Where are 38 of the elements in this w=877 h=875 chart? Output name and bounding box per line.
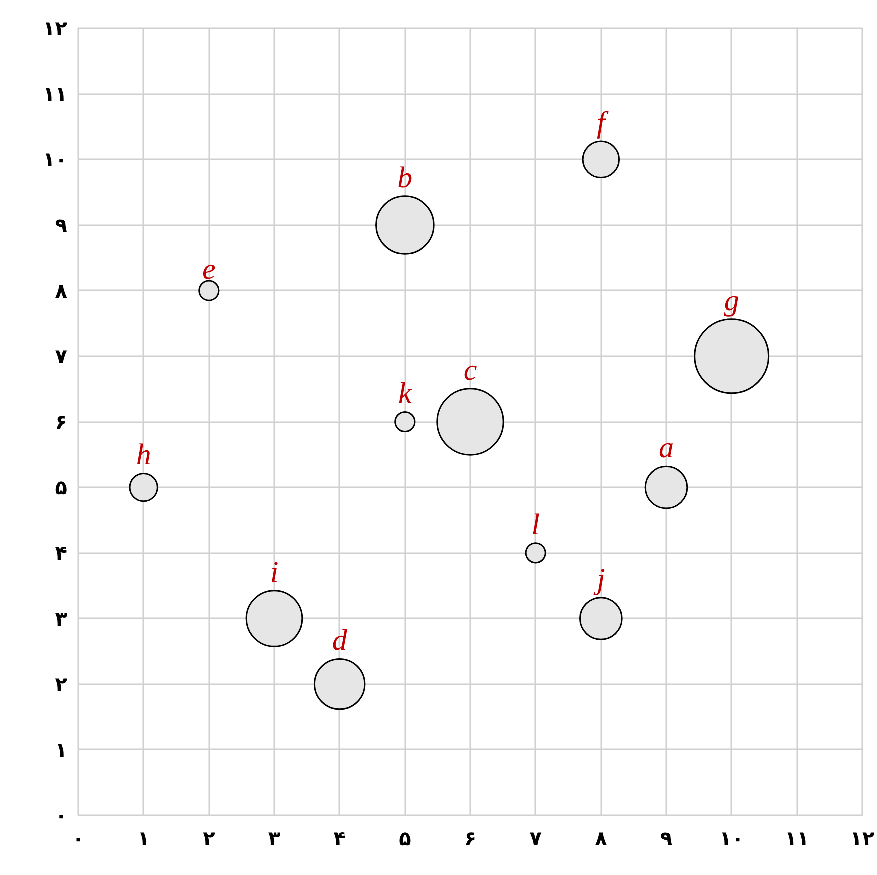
x-tick-label: ۰	[72, 826, 85, 850]
y-tick-label: ۱۱	[43, 82, 68, 106]
x-tick-label: ۹	[660, 826, 673, 850]
x-tick-label: ۱۰	[720, 826, 744, 850]
annotation: l	[532, 508, 540, 542]
annotation: g	[724, 284, 740, 318]
x-tick-label: ۷	[530, 826, 542, 850]
annotation: e	[202, 253, 216, 286]
y-tick-label: ۱۰	[43, 148, 68, 172]
x-tick-label: ۱	[138, 826, 150, 850]
y-tick-label: ۹	[55, 213, 68, 238]
annotation: h	[136, 438, 152, 472]
x-tick-label: ۳	[268, 826, 281, 850]
annotation: k	[398, 377, 413, 410]
annotation: f	[597, 106, 609, 140]
y-tick-label: ۶	[55, 410, 68, 434]
x-tick-label: ۴	[334, 826, 346, 850]
y-tick-label: ۵	[55, 476, 68, 500]
x-tick-label: ۲	[203, 826, 216, 850]
annotation: d	[332, 624, 348, 658]
x-tick-label: ۱۲	[850, 826, 875, 850]
y-tick-label: ۳	[55, 606, 68, 631]
y-tick-label: ۴	[55, 541, 68, 566]
y-tick-label: ۲	[55, 672, 68, 696]
y-tick-label: ۷	[55, 344, 68, 368]
y-tick-label: ۱۲	[43, 16, 68, 40]
y-tick-label: ۸	[55, 278, 68, 303]
annotation: i	[270, 556, 279, 589]
x-tick-label: ۶	[464, 826, 477, 850]
annotation: j	[593, 562, 606, 596]
x-tick-label: ۵	[399, 826, 412, 850]
annotation: c	[464, 354, 478, 387]
y-tick-label: ۰	[55, 804, 68, 828]
annotation: b	[398, 161, 413, 194]
x-tick-label: ۸	[595, 826, 608, 850]
y-tick-label: ۱	[55, 738, 68, 762]
annotation: a	[659, 432, 674, 465]
x-tick-label: ۱۱	[784, 826, 810, 850]
